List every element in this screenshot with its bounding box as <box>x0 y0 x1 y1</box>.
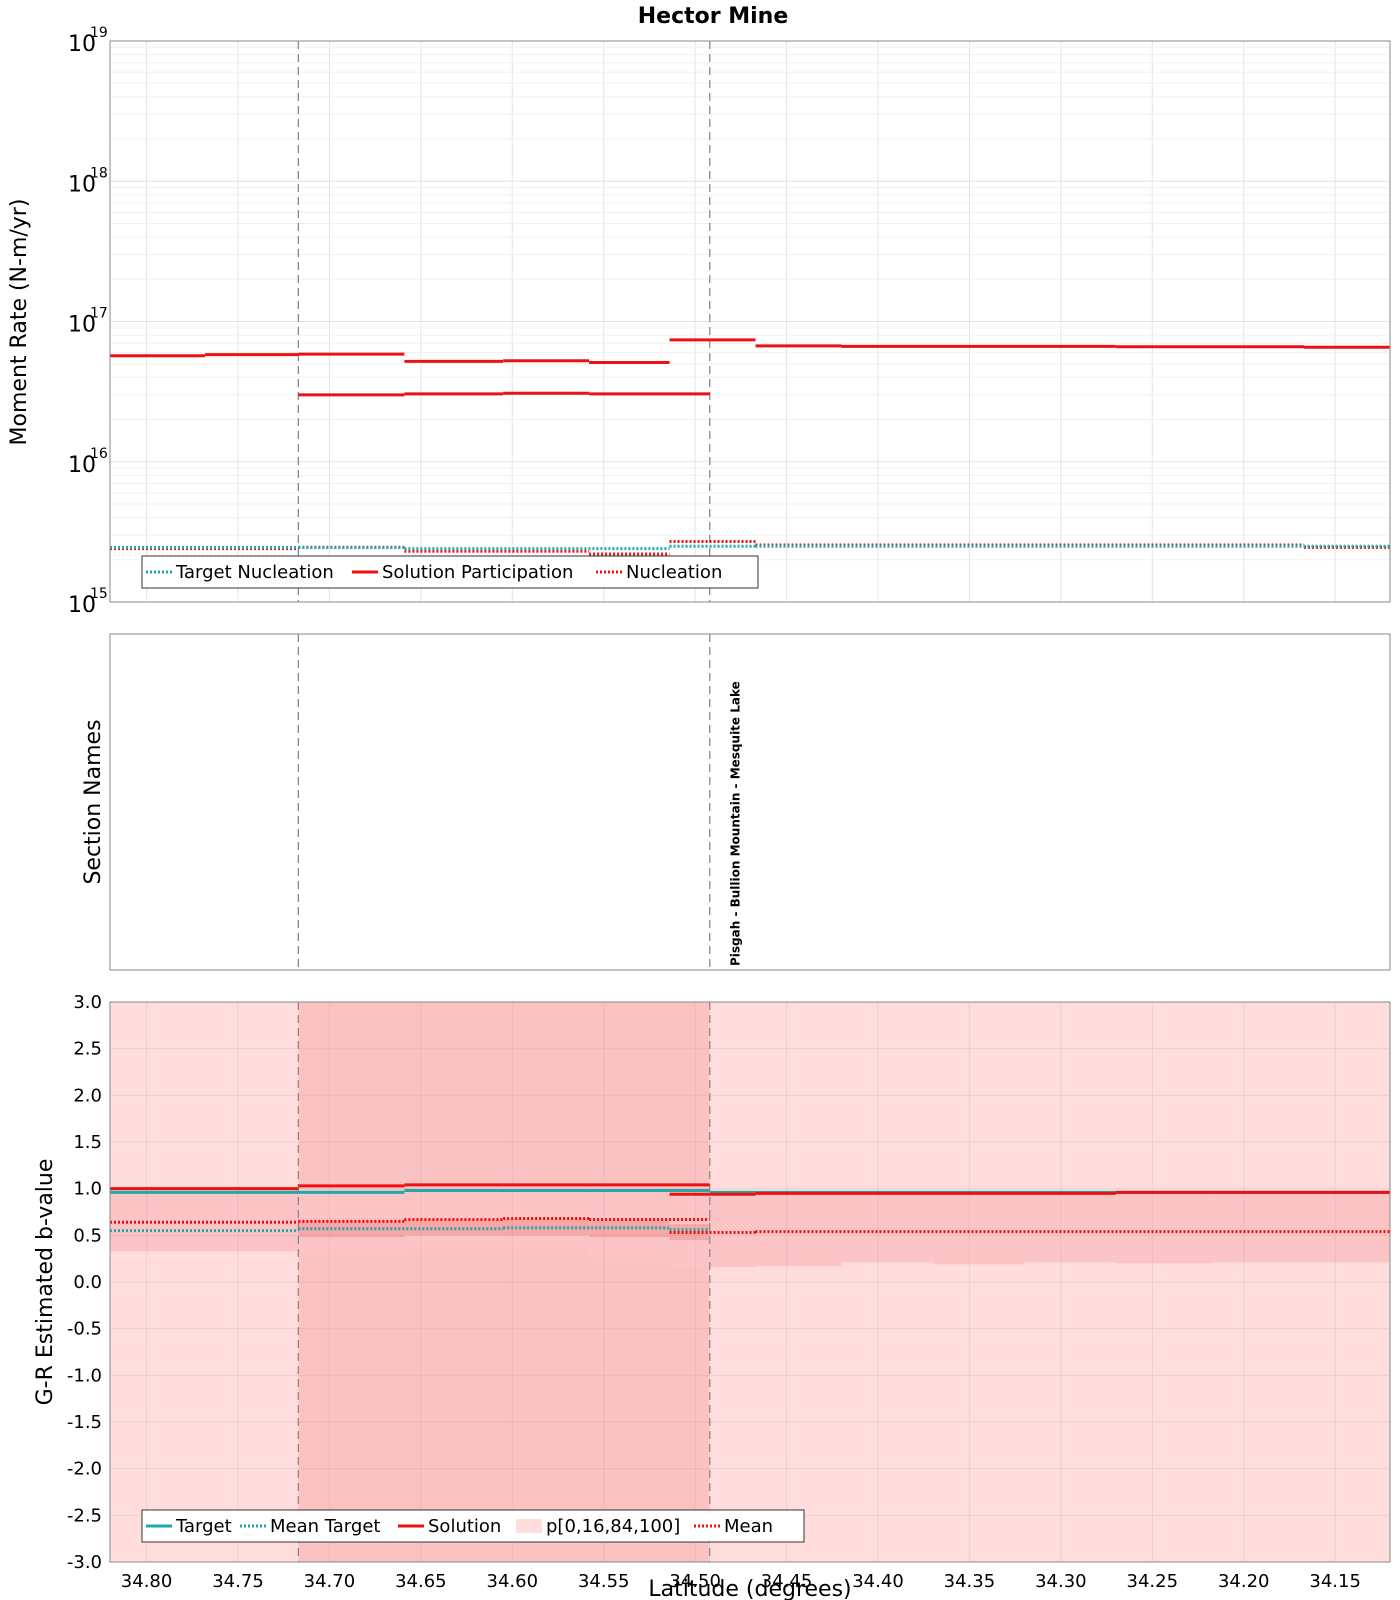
percentile-band-segment <box>404 1185 504 1250</box>
percentile-band-segment <box>503 1218 590 1236</box>
percentile-band-segment <box>709 1194 756 1268</box>
x-tick-label: 34.80 <box>121 1571 173 1592</box>
percentile-band-segment <box>298 1002 710 1562</box>
percentile-band-segment <box>932 1193 1025 1265</box>
percentile-band-segment <box>503 1185 590 1249</box>
moment-rate-y-tick-base: 10 <box>68 453 96 478</box>
b-value-y-tick-label: -1.0 <box>67 1365 102 1386</box>
b-value-y-tick-label: -3.0 <box>67 1552 102 1573</box>
moment-rate-y-label: Moment Rate (N-m/yr) <box>7 199 32 446</box>
percentile-band-segment <box>589 1220 670 1238</box>
figure-title: Hector Mine <box>638 4 789 29</box>
percentile-band-segment <box>1115 1192 1213 1264</box>
b-value-legend: Target Mean Target Solution p[0,16,84,100] M… <box>141 1509 805 1543</box>
x-axis-label: Latitude (degrees) <box>648 1577 851 1600</box>
b-value-y-tick-label: 3.0 <box>73 992 102 1013</box>
legend-swatch <box>516 1519 542 1533</box>
b-value-y-tick-label: -2.5 <box>67 1505 102 1526</box>
b-value-y-tick-label: 2.0 <box>73 1085 102 1106</box>
b-value-y-label: G-R Estimated b-value <box>33 1159 58 1406</box>
legend-box <box>141 555 759 589</box>
x-tick-label: 34.15 <box>1309 1571 1361 1592</box>
b-value-panel: 3.0 2.5 2.0 1.5 1.0 0.5 0.0 -0.5 -1.0 -1.5 -2.0 -2.… <box>33 992 1391 1592</box>
percentile-band-segment <box>1304 1192 1390 1263</box>
moment-rate-y-tick-exponent: 19 <box>90 25 108 41</box>
b-value-y-tick-label: -2.0 <box>67 1459 102 1480</box>
legend-label: Solution <box>428 1516 501 1537</box>
b-value-series <box>110 1183 1390 1235</box>
moment-rate-plot-frame <box>109 40 1391 603</box>
b-value-section-boundaries <box>297 1002 711 1562</box>
b-value-y-tick-label: -1.5 <box>67 1412 102 1433</box>
section-names-labels: Pisgah - Bullion Mountain - Mesquite Lak… <box>728 681 742 966</box>
x-tick-label: 34.65 <box>395 1571 447 1592</box>
legend-label: Target Nucleation <box>175 562 334 583</box>
percentile-band-segment <box>404 1219 504 1236</box>
moment-rate-grid <box>110 40 1390 603</box>
moment-rate-section-boundaries <box>297 41 711 602</box>
moment-rate-y-tick-exponent: 17 <box>90 306 108 322</box>
x-tick-label: 34.25 <box>1127 1571 1179 1592</box>
moment-rate-y-tick-base: 10 <box>68 313 96 338</box>
x-tick-label: 34.35 <box>944 1571 996 1592</box>
moment-rate-y-tick-exponent: 16 <box>90 446 108 462</box>
legend-label: p[0,16,84,100] <box>546 1516 680 1537</box>
section-names-panel: Pisgah - Bullion Mountain - Mesquite Lak… <box>81 633 1391 971</box>
x-tick-label: 34.20 <box>1218 1571 1270 1592</box>
x-axis-tick-labels: 34.80 34.75 34.70 34.65 34.60 34.55 34.50 34.45… <box>121 1571 1361 1592</box>
percentile-band-segment <box>110 1188 299 1252</box>
moment-rate-y-tick-exponent: 15 <box>90 586 108 602</box>
percentile-band-segment <box>1212 1192 1305 1263</box>
moment-rate-y-tick-base: 10 <box>68 593 96 618</box>
moment-rate-series <box>110 338 1390 556</box>
percentile-band-segment <box>755 1194 842 1267</box>
legend-label: Solution Participation <box>382 562 573 583</box>
section-names-y-label: Section Names <box>81 719 106 884</box>
legend-label: Target <box>175 1516 232 1537</box>
legend-label: Mean Target <box>270 1516 380 1537</box>
b-value-percentile-bands <box>110 1002 1390 1562</box>
b-value-y-tick-label: 2.5 <box>73 1039 102 1060</box>
b-value-y-tick-label: -0.5 <box>67 1319 102 1340</box>
moment-rate-y-tick-base: 10 <box>68 172 96 197</box>
percentile-band-segment <box>1024 1193 1116 1263</box>
x-tick-label: 34.40 <box>852 1571 904 1592</box>
b-value-y-tick-label: 1.5 <box>73 1132 102 1153</box>
x-tick-label: 34.70 <box>304 1571 356 1592</box>
x-tick-label: 34.50 <box>669 1571 721 1592</box>
moment-rate-y-tick-base: 10 <box>68 32 96 57</box>
x-tick-label: 34.60 <box>487 1571 539 1592</box>
x-tick-label: 34.45 <box>761 1571 813 1592</box>
section-names-boundaries <box>297 634 711 970</box>
section-names-plot-frame <box>109 633 1391 971</box>
b-value-y-tick-label: 0.0 <box>73 1272 102 1293</box>
b-value-plot-frame <box>109 1001 1391 1563</box>
x-tick-label: 34.55 <box>578 1571 630 1592</box>
percentile-band-segment <box>841 1193 933 1263</box>
b-value-y-ticks: 3.0 2.5 2.0 1.5 1.0 0.5 0.0 -0.5 -1.0 -1.5 -2.0 -2.… <box>67 992 102 1573</box>
legend-label: Mean <box>724 1516 773 1537</box>
x-tick-label: 34.30 <box>1035 1571 1087 1592</box>
b-value-y-tick-label: 1.0 <box>73 1179 102 1200</box>
legend-label: Nucleation <box>626 562 722 583</box>
x-tick-label: 34.75 <box>212 1571 264 1592</box>
section-name-label: Pisgah - Bullion Mountain - Mesquite Lak… <box>728 681 742 966</box>
moment-rate-y-tick-exponent: 18 <box>90 165 108 181</box>
b-value-y-tick-label: 0.5 <box>73 1225 102 1246</box>
moment-rate-legend: Target Nucleation Solution Participation N… <box>141 555 759 589</box>
